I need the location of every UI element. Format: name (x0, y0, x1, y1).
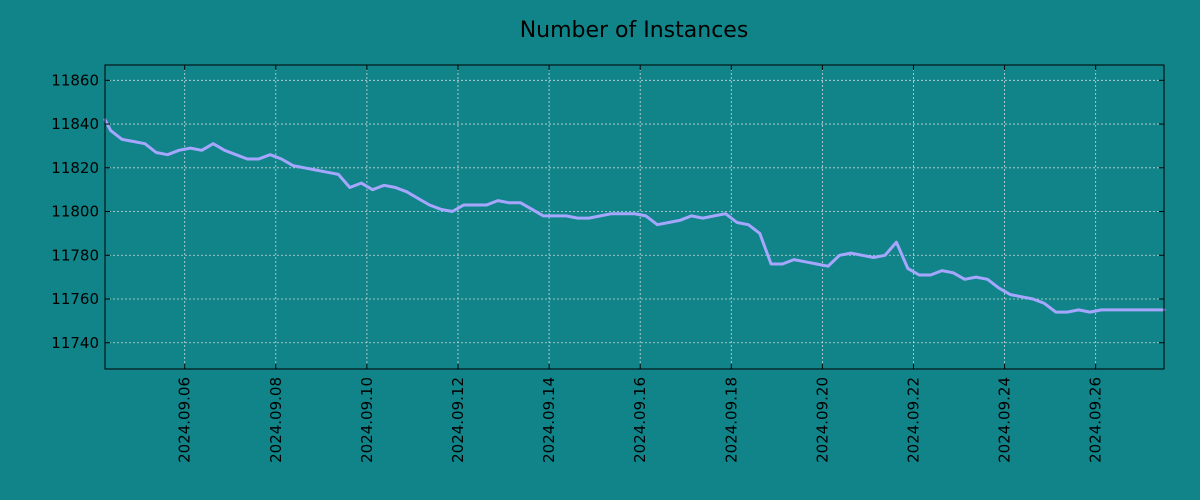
y-tick-label: 11780 (51, 246, 99, 264)
y-tick-label: 11860 (51, 71, 99, 89)
x-tick-label: 2024.09.10 (358, 377, 376, 463)
y-axis: 11740 11760 11780 11800 11820 11840 11860 (51, 71, 1164, 352)
x-tick-label: 2024.09.14 (540, 377, 558, 463)
x-tick-label: 2024.09.12 (449, 377, 467, 463)
x-tick-label: 2024.09.26 (1087, 377, 1105, 463)
y-tick-label: 11820 (51, 159, 99, 177)
y-tick-label: 11800 (51, 203, 99, 221)
chart-title: Number of Instances (520, 18, 749, 43)
x-tick-label: 2024.09.20 (813, 377, 831, 463)
series-line (103, 118, 1166, 314)
series-layer (103, 118, 1166, 314)
y-tick-label: 11740 (51, 334, 99, 352)
grid (105, 65, 1164, 369)
x-tick-label: 2024.09.08 (267, 377, 285, 463)
plot-frame (104, 64, 1165, 370)
x-tick-label: 2024.09.06 (176, 377, 194, 463)
y-tick-label: 11840 (51, 115, 99, 133)
y-tick-label: 11760 (51, 290, 99, 308)
x-axis: 2024.09.06 2024.09.08 2024.09.10 2024.09.12… (176, 65, 1105, 463)
x-tick-label: 2024.09.22 (904, 377, 922, 463)
x-tick-label: 2024.09.24 (996, 377, 1014, 463)
x-tick-label: 2024.09.18 (722, 377, 740, 463)
x-tick-label: 2024.09.16 (631, 377, 649, 463)
